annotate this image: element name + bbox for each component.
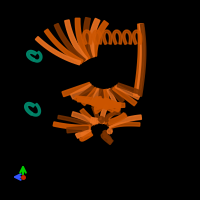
Polygon shape <box>92 106 100 123</box>
Polygon shape <box>67 127 88 133</box>
Polygon shape <box>35 37 81 65</box>
Polygon shape <box>94 101 104 109</box>
Polygon shape <box>82 87 98 106</box>
Polygon shape <box>32 103 40 116</box>
Polygon shape <box>108 113 127 125</box>
Polygon shape <box>80 132 93 141</box>
Polygon shape <box>72 112 95 126</box>
Polygon shape <box>90 88 101 106</box>
Polygon shape <box>115 85 139 99</box>
Polygon shape <box>62 82 91 97</box>
Polygon shape <box>75 96 125 107</box>
Polygon shape <box>93 30 102 44</box>
Polygon shape <box>109 122 140 129</box>
Polygon shape <box>80 109 97 125</box>
Polygon shape <box>77 96 121 112</box>
Polygon shape <box>113 86 137 106</box>
Polygon shape <box>75 18 90 60</box>
Polygon shape <box>92 102 114 112</box>
Polygon shape <box>65 20 88 61</box>
Polygon shape <box>94 103 105 114</box>
Polygon shape <box>106 113 127 126</box>
Polygon shape <box>80 129 90 136</box>
Polygon shape <box>100 104 109 123</box>
Polygon shape <box>53 122 90 129</box>
Polygon shape <box>81 130 91 138</box>
Polygon shape <box>58 115 92 127</box>
Polygon shape <box>97 89 105 108</box>
Polygon shape <box>96 96 103 108</box>
Polygon shape <box>103 30 112 44</box>
Polygon shape <box>108 115 141 128</box>
Polygon shape <box>91 118 99 124</box>
Polygon shape <box>113 30 122 44</box>
Polygon shape <box>117 83 141 94</box>
Polygon shape <box>94 97 121 108</box>
Polygon shape <box>54 23 85 63</box>
Polygon shape <box>78 86 96 101</box>
Polygon shape <box>27 50 37 61</box>
Polygon shape <box>107 88 117 105</box>
Polygon shape <box>104 134 111 143</box>
Polygon shape <box>91 21 108 56</box>
Polygon shape <box>110 87 124 103</box>
Polygon shape <box>82 130 91 135</box>
Polygon shape <box>103 107 120 124</box>
Polygon shape <box>98 118 104 124</box>
Polygon shape <box>136 24 144 96</box>
Polygon shape <box>104 89 110 109</box>
Polygon shape <box>98 116 105 124</box>
Polygon shape <box>44 29 83 64</box>
Polygon shape <box>138 24 146 96</box>
Polygon shape <box>104 98 121 108</box>
Polygon shape <box>83 30 92 44</box>
Polygon shape <box>34 51 42 62</box>
Polygon shape <box>103 130 108 136</box>
Polygon shape <box>25 102 35 115</box>
Polygon shape <box>107 129 112 134</box>
Polygon shape <box>89 18 100 57</box>
Polygon shape <box>133 30 142 44</box>
Polygon shape <box>71 84 93 99</box>
Polygon shape <box>75 130 90 138</box>
Polygon shape <box>84 18 92 59</box>
Polygon shape <box>105 111 120 122</box>
Polygon shape <box>134 24 143 96</box>
Polygon shape <box>123 30 132 44</box>
Polygon shape <box>101 133 113 145</box>
